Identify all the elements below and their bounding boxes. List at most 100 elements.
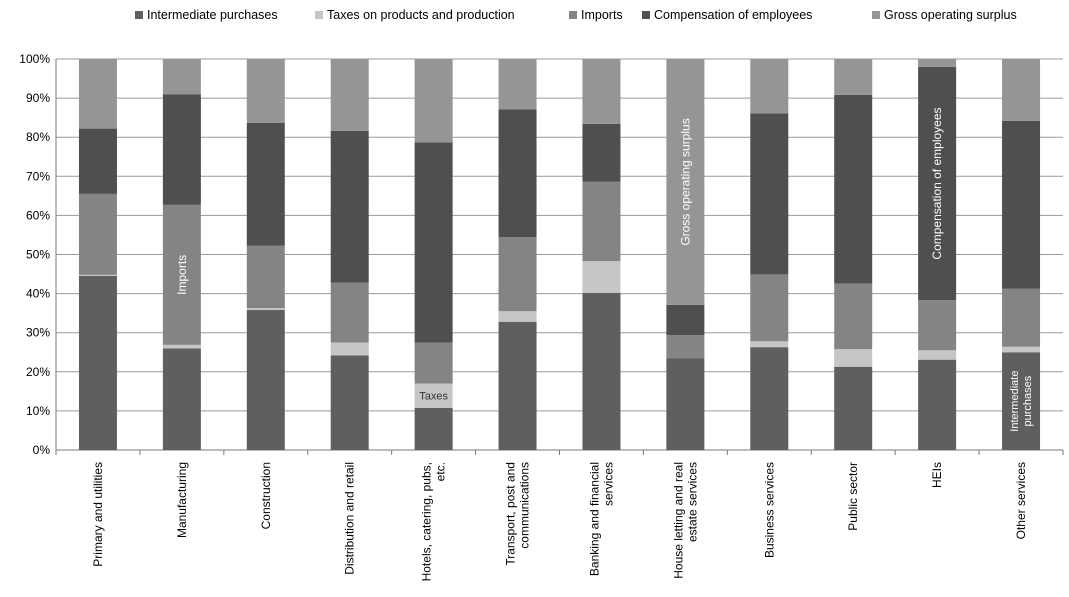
bar-segment: [78, 193, 117, 275]
legend-label: Intermediate purchases: [147, 8, 278, 22]
y-tick-label: 60%: [26, 208, 50, 222]
bar-segment: [162, 94, 201, 205]
bar-segment: [582, 261, 621, 293]
legend-label: Taxes on products and production: [327, 8, 515, 22]
legend-swatch: [135, 11, 143, 19]
x-tick-label: House letting and real estate services: [671, 462, 699, 579]
bar-segment: [330, 59, 369, 131]
x-tick-label-line: estate services: [685, 462, 699, 542]
bar-stack: [78, 59, 117, 450]
y-tick-label: 100%: [19, 52, 50, 66]
bar-segment: [1002, 59, 1041, 121]
legend-label: Imports: [581, 8, 623, 22]
y-tick-label: 10%: [26, 404, 50, 418]
annotation-label: Intermediate: [1009, 371, 1021, 432]
bar-segment: [834, 349, 873, 367]
gridlines: [56, 58, 1063, 451]
legend-swatch: [642, 11, 650, 19]
y-tick-label: 30%: [26, 326, 50, 340]
annotation-label: purchases: [1022, 375, 1034, 426]
x-tick-label-line: communications: [518, 462, 532, 549]
annotations: Imports Taxes Gross operating surplus Compe…: [175, 107, 1034, 431]
x-tick-label: Distribution and retail: [343, 462, 357, 575]
bar-segment: [414, 142, 453, 343]
bar-segment: [918, 66, 957, 301]
bar-stack: [330, 59, 369, 450]
bar-segment: [330, 342, 369, 356]
bar-segment: [78, 59, 117, 129]
x-tick-label: Manufacturing: [175, 462, 189, 538]
bar-segment: [414, 383, 453, 408]
y-axis: 0% 10% 20% 30% 40% 50% 60% 70% 80% 90% 100%: [19, 52, 57, 457]
x-tick-label-line: Transport, post and: [504, 462, 518, 566]
bar-segment: [414, 407, 453, 450]
bar-segment: [750, 347, 789, 450]
legend-item: Taxes on products and production: [315, 8, 515, 22]
y-tick-label: 90%: [26, 91, 50, 105]
bar-segment: [162, 344, 201, 349]
bar-segment: [246, 310, 285, 450]
bar-segment: [498, 59, 537, 110]
annotation-label: Imports: [175, 255, 189, 295]
bar-segment: [750, 113, 789, 275]
x-tick-label-line: Hotels, catering, pubs,: [420, 462, 434, 581]
bar-segment: [498, 109, 537, 238]
bar-segment: [834, 283, 873, 350]
legend-swatch: [569, 11, 577, 19]
bar-segment: [498, 321, 537, 450]
bar-segment: [78, 274, 117, 277]
x-tick-label-line: Business services: [762, 462, 776, 558]
bar-stack: [498, 59, 537, 450]
x-tick-label-line: Primary and utilities: [91, 462, 105, 567]
bar-stack: [834, 59, 873, 450]
x-tick-label: Primary and utilities: [91, 462, 105, 567]
bar-segment: [666, 304, 705, 336]
bar-segment: [498, 311, 537, 322]
x-tick-label: Hotels, catering, pubs, etc.: [420, 462, 448, 581]
y-tick-label: 40%: [26, 287, 50, 301]
bar-segment: [162, 348, 201, 450]
bar-segment: [834, 59, 873, 95]
bar-segment: [582, 292, 621, 450]
x-tick-label-line: services: [601, 462, 615, 506]
bar-segment: [330, 282, 369, 343]
bar-segment: [162, 204, 201, 345]
bar-segment: [666, 335, 705, 359]
x-tick-label: Construction: [259, 462, 273, 529]
y-tick-label: 0%: [33, 443, 51, 457]
bar-segment: [918, 350, 957, 360]
legend-swatch: [315, 11, 323, 19]
x-axis: Primary and utilities Manufacturing Constr…: [55, 449, 1064, 581]
bar-segment: [1002, 120, 1041, 289]
x-tick-label-line: Other services: [1014, 462, 1028, 539]
x-tick-label: Banking and financial services: [587, 462, 615, 576]
y-tick-label: 80%: [26, 130, 50, 144]
bar-segment: [246, 59, 285, 123]
bar-stack: [582, 59, 621, 450]
bar-stack: [1002, 59, 1041, 450]
bar-segment: [666, 59, 705, 305]
bar-segment: [834, 94, 873, 284]
x-tick-label-line: Construction: [259, 462, 273, 529]
x-tick-label-line: Distribution and retail: [343, 462, 357, 575]
bar-stack: [246, 59, 285, 450]
y-tick-label: 70%: [26, 169, 50, 183]
legend-label: Gross operating surplus: [884, 8, 1017, 22]
bar-segment: [750, 59, 789, 114]
bar-segment: [162, 59, 201, 95]
bar-stack: [918, 59, 957, 450]
bar-segment: [582, 59, 621, 124]
bar-segment: [1002, 352, 1041, 450]
x-tick-label-line: Manufacturing: [175, 462, 189, 538]
legend-item: Imports: [569, 8, 623, 22]
legend-swatch: [872, 11, 880, 19]
bars: [78, 59, 1041, 450]
x-tick-label-line: House letting and real: [671, 462, 685, 579]
bar-segment: [246, 122, 285, 246]
bar-segment: [414, 342, 453, 384]
annotation-label: Taxes: [419, 391, 448, 403]
bar-segment: [246, 308, 285, 311]
bar-segment: [330, 355, 369, 450]
bar-stack: [414, 59, 453, 450]
